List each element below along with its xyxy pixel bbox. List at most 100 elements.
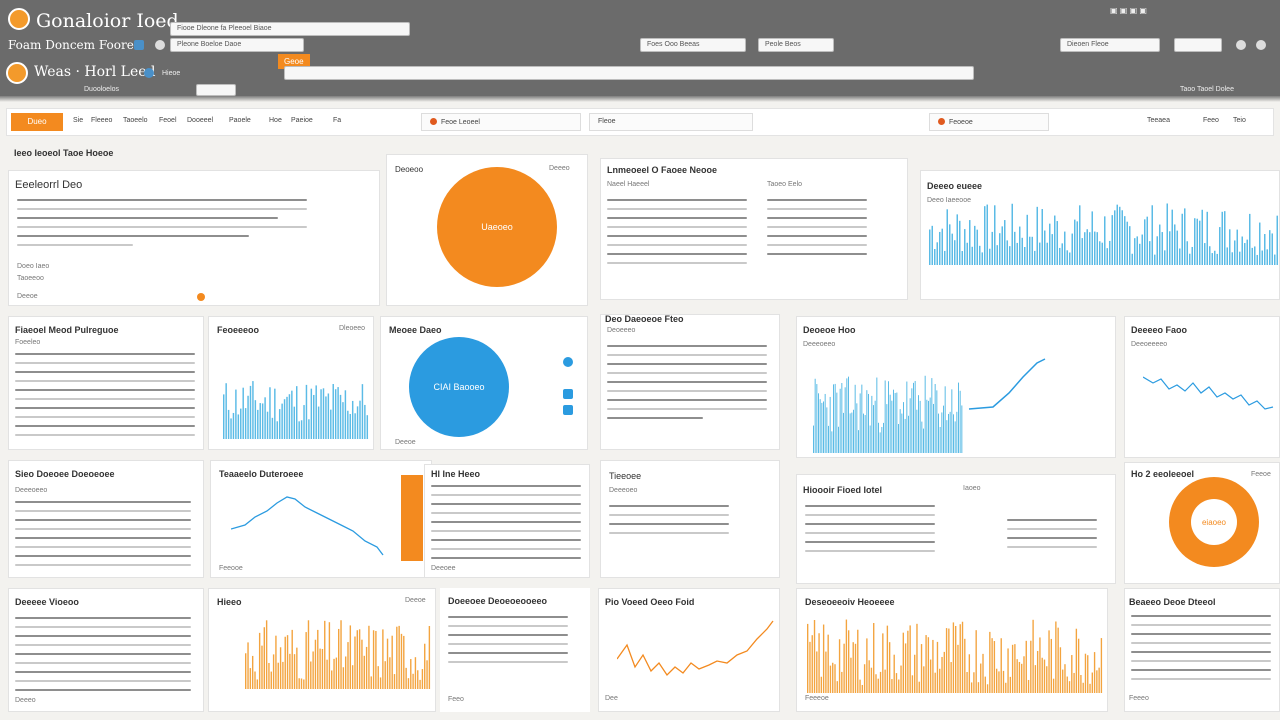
toolbar-right-1[interactable]: Teeaea xyxy=(1147,117,1170,124)
url-field-4[interactable]: Peole Beos xyxy=(758,38,834,52)
bar-mark xyxy=(953,414,954,453)
profile-icon[interactable] xyxy=(1256,40,1266,50)
bar-mark xyxy=(410,659,412,689)
list-5-col-1 xyxy=(805,505,935,559)
bar-mark xyxy=(898,679,900,693)
bar-mark xyxy=(948,628,950,693)
toolbar-item-5[interactable]: Dooeeel xyxy=(187,117,214,124)
bar-mark xyxy=(929,397,931,453)
pie-panel-title: Deoeoo xyxy=(395,165,424,174)
menu-icon[interactable] xyxy=(155,40,165,50)
bar-mark xyxy=(389,657,391,689)
list-6-lines xyxy=(448,616,568,670)
panel-list-5: Hioooir Fioed Iotel Iaoeo xyxy=(796,474,1116,584)
bar-mark xyxy=(1134,238,1136,265)
bar-mark xyxy=(1066,676,1068,693)
bar-mark xyxy=(936,390,938,453)
bar-mark xyxy=(811,635,813,693)
panel-line-right: Deeeeo Faoo Deeoeeeeo xyxy=(1124,316,1280,458)
bar-mark xyxy=(944,250,946,265)
toolbar-item-3[interactable]: Taoeelo xyxy=(123,117,148,124)
tab-label[interactable]: Hieoe xyxy=(162,70,181,77)
bar-mark xyxy=(1209,246,1211,265)
bar-mark xyxy=(382,629,384,689)
bar-mark xyxy=(1039,242,1041,265)
app-icon-blue[interactable] xyxy=(134,40,144,50)
toolbar-item-6[interactable]: Paoele xyxy=(229,117,251,124)
panel-detail-heading: Eeeleorrl Deo xyxy=(15,179,83,191)
toolbar-item-4[interactable]: Feoel xyxy=(159,117,177,124)
url-field-3[interactable]: Foes Ooo Beeas xyxy=(640,38,746,52)
primary-button[interactable]: Dueo xyxy=(11,113,63,131)
text-block-2-sub: Deeeoeeo xyxy=(15,487,48,494)
url-field-1[interactable]: Fiooe Dleone fa Pleeoel Biaoe xyxy=(170,22,410,36)
bar-mark xyxy=(1006,240,1008,265)
active-tab[interactable]: Geoe xyxy=(278,54,310,69)
text-block-2-lines xyxy=(15,501,191,573)
line-right-chart xyxy=(1143,376,1274,410)
bar-mark xyxy=(903,402,904,453)
bar-mark xyxy=(1241,236,1243,265)
toolbar-item-2[interactable]: Fleeeo xyxy=(91,117,113,124)
search-field[interactable] xyxy=(1174,38,1222,52)
filter-box-1[interactable]: Feoe Leoeel xyxy=(421,113,581,131)
toolbar-right-3[interactable]: Teio xyxy=(1233,117,1246,124)
panel-summary: Ieeo Ieoeol Taoe Hoeoe xyxy=(6,144,384,308)
settings-icon[interactable] xyxy=(1236,40,1246,50)
toolbar-item-8[interactable]: Paeioe xyxy=(291,117,313,124)
bar-mark xyxy=(1121,210,1123,265)
bar-mark xyxy=(1091,211,1093,265)
bar-mark xyxy=(296,647,298,689)
bar-mark xyxy=(332,384,334,439)
filter-box-3[interactable]: Feoeoe xyxy=(929,113,1049,131)
bar-mark xyxy=(1026,214,1028,265)
toolbar-item-7[interactable]: Hoe xyxy=(269,117,282,124)
bar-mark xyxy=(1111,215,1113,265)
toolbar-item-9[interactable]: Fa xyxy=(333,117,342,124)
bar-mark xyxy=(1055,621,1057,693)
bar-mark xyxy=(1234,240,1236,265)
bar-mark xyxy=(1229,229,1231,265)
address-bar[interactable] xyxy=(284,66,974,80)
bar-mark xyxy=(886,404,888,453)
top-right-links[interactable]: ▣ ▣ ▣ ▣ xyxy=(1110,6,1147,15)
bar-mark xyxy=(893,389,894,453)
bar-mark xyxy=(1194,218,1196,265)
bar-mark xyxy=(836,681,838,693)
bar-mark xyxy=(379,677,382,689)
filter-box-2[interactable]: Fleoe xyxy=(589,113,753,131)
bar-mark xyxy=(1269,230,1271,265)
small-tab[interactable] xyxy=(196,84,236,96)
url-field-2[interactable]: Pleone Boeloe Daoe xyxy=(170,38,304,52)
bar-mark xyxy=(906,381,908,453)
bar-mark xyxy=(814,378,816,453)
site-logo-icon xyxy=(6,62,28,84)
bar-mark xyxy=(932,639,934,693)
bar-mark xyxy=(975,630,977,693)
toolbar-right-2[interactable]: Feeo xyxy=(1203,117,1219,124)
bar-mark xyxy=(227,409,230,439)
url-field-5[interactable]: Dieoen Fleoe xyxy=(1060,38,1160,52)
globe-icon[interactable] xyxy=(144,68,154,78)
bar-mark xyxy=(356,406,359,439)
bar-mark xyxy=(1249,213,1251,265)
bar-mark xyxy=(242,387,244,439)
bar-mark xyxy=(934,249,936,265)
bar-mark xyxy=(995,668,998,693)
bar-mark xyxy=(1014,231,1016,265)
bar-mark xyxy=(1051,234,1053,265)
panel-list-7: Beaeeo Deoe Dteeol Feeeo xyxy=(1124,588,1280,712)
bar-mark xyxy=(428,625,431,689)
bar-mark xyxy=(283,399,286,439)
bar-mark xyxy=(886,625,889,693)
bar-mark xyxy=(256,679,259,689)
toolbar-item-1[interactable]: Sie xyxy=(73,117,84,124)
bar-mark xyxy=(1007,648,1009,693)
bar-mark xyxy=(403,635,405,689)
bar-mark xyxy=(1021,237,1023,265)
bar-mark xyxy=(873,405,874,453)
bar-mark xyxy=(349,413,351,439)
bar-mark xyxy=(973,672,975,693)
bar-mark xyxy=(1050,638,1052,693)
bar-mark xyxy=(959,624,961,693)
